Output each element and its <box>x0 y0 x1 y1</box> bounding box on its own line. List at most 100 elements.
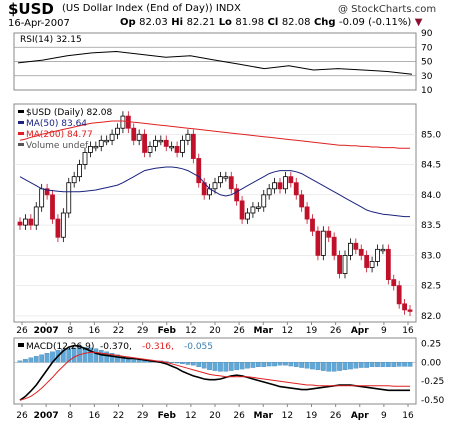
macd-histogram-bar <box>185 362 191 365</box>
price-candle <box>402 303 407 311</box>
macd-x-tick: 20 <box>209 411 221 421</box>
macd-line <box>19 344 410 401</box>
price-candle <box>385 248 391 281</box>
macd-histogram-bar <box>223 362 229 372</box>
rsi-legend: RSI(14) 32.15 <box>20 35 82 45</box>
price-x-tick: 8 <box>67 326 73 336</box>
macd-histogram-bar <box>353 362 359 369</box>
price-x-tick: 12 <box>185 326 196 336</box>
close-label: Cl <box>267 17 279 28</box>
price-candle <box>342 254 348 274</box>
macd-histogram-bar <box>23 359 28 363</box>
price-candle <box>17 221 23 226</box>
price-candle <box>39 188 45 208</box>
price-candle <box>190 133 196 159</box>
price-tick-label: 84.0 <box>421 191 441 201</box>
macd-legend-value: -0.316, <box>142 342 174 352</box>
macd-histogram-bar <box>39 354 45 363</box>
price-x-tick: 26 <box>16 326 28 336</box>
macd-legend-name: MACD(12,26,9) <box>26 342 94 352</box>
macd-x-tick: 26 <box>233 411 245 421</box>
macd-signal-line <box>19 351 410 401</box>
price-candle <box>353 242 359 250</box>
price-candle <box>364 254 370 268</box>
macd-histogram-bar <box>212 362 218 371</box>
price-x-tick: Feb <box>158 326 177 336</box>
price-candle <box>375 248 380 262</box>
price-x-tick: 12 <box>282 326 293 336</box>
macd-histogram-bar <box>174 362 180 364</box>
price-candle <box>315 230 321 256</box>
brand-watermark: @ StockCharts.com <box>338 4 437 15</box>
price-candle <box>283 176 288 190</box>
macd-histogram-bar <box>250 362 256 368</box>
macd-histogram-bar <box>380 362 386 367</box>
price-candle <box>348 242 353 256</box>
macd-histogram-bar <box>82 346 88 363</box>
quote-date: 16-Apr-2007 <box>8 18 70 29</box>
price-candle <box>142 133 147 153</box>
ohlc-summary: Op 82.03 Hi 82.21 Lo 81.98 Cl 82.08 Chg … <box>120 17 422 28</box>
macd-histogram-bar <box>320 362 326 371</box>
macd-legend-value: -0.370, <box>100 342 132 352</box>
price-candle <box>239 200 245 220</box>
macd-x-tick: 16 <box>89 411 101 421</box>
macd-x-tick: 29 <box>137 411 149 421</box>
price-candle <box>299 194 305 208</box>
price-legend-item: MA(200) 84.77 <box>26 130 93 140</box>
price-x-tick: 26 <box>233 326 245 336</box>
price-candle <box>369 261 375 268</box>
price-candle <box>310 218 315 232</box>
price-candle <box>337 254 342 274</box>
macd-histogram-bar <box>326 362 332 372</box>
price-x-tick: Apr <box>351 326 369 336</box>
rsi-tick-label: 30 <box>421 72 433 82</box>
macd-histogram-bar <box>364 362 370 368</box>
macd-histogram-bar <box>245 362 250 369</box>
price-legend-swatch <box>18 132 24 135</box>
macd-histogram-bar <box>115 354 120 363</box>
price-candle <box>266 188 272 196</box>
price-candle <box>147 145 153 153</box>
price-candle <box>23 218 28 226</box>
ma50-line <box>19 166 410 218</box>
price-candle <box>261 194 267 208</box>
price-tick-label: 83.0 <box>421 251 441 261</box>
price-candle <box>331 236 337 256</box>
price-candle <box>180 139 185 153</box>
rsi-tick-label: 70 <box>421 43 433 53</box>
price-candle <box>153 139 158 147</box>
macd-histogram-bar <box>44 353 50 363</box>
price-legend-item: $USD (Daily) 82.08 <box>26 108 113 118</box>
macd-histogram-bar <box>28 357 34 363</box>
price-candle <box>169 145 175 149</box>
price-candle <box>71 176 77 184</box>
macd-histogram-bar <box>385 362 391 367</box>
macd-x-tick: 26 <box>16 411 28 421</box>
macd-histogram-bar <box>180 362 185 364</box>
macd-histogram-bar <box>348 362 353 370</box>
rsi-tick-label: 10 <box>421 86 433 96</box>
price-x-tick: 9 <box>381 326 387 336</box>
ma200-line <box>19 120 410 149</box>
macd-histogram-bar <box>239 362 245 370</box>
price-x-tick: 2007 <box>34 326 59 336</box>
macd-x-tick: 22 <box>113 411 124 421</box>
price-candle <box>131 127 137 141</box>
low-value: 81.98 <box>235 17 265 28</box>
rsi-line <box>17 50 413 75</box>
price-candle <box>120 115 126 129</box>
macd-histogram-bar <box>190 362 196 366</box>
macd-histogram-bar <box>93 348 99 363</box>
macd-histogram-bar <box>369 362 375 367</box>
macd-histogram-bar <box>218 362 223 372</box>
price-x-tick: 16 <box>89 326 101 336</box>
macd-tick-label: 0.00 <box>421 358 441 368</box>
price-tick-label: 84.5 <box>421 161 441 171</box>
macd-histogram-bar <box>98 349 104 363</box>
macd-histogram-bar <box>104 351 110 363</box>
macd-histogram-bar <box>375 362 380 367</box>
price-candle <box>60 212 66 238</box>
price-candle <box>77 164 82 178</box>
